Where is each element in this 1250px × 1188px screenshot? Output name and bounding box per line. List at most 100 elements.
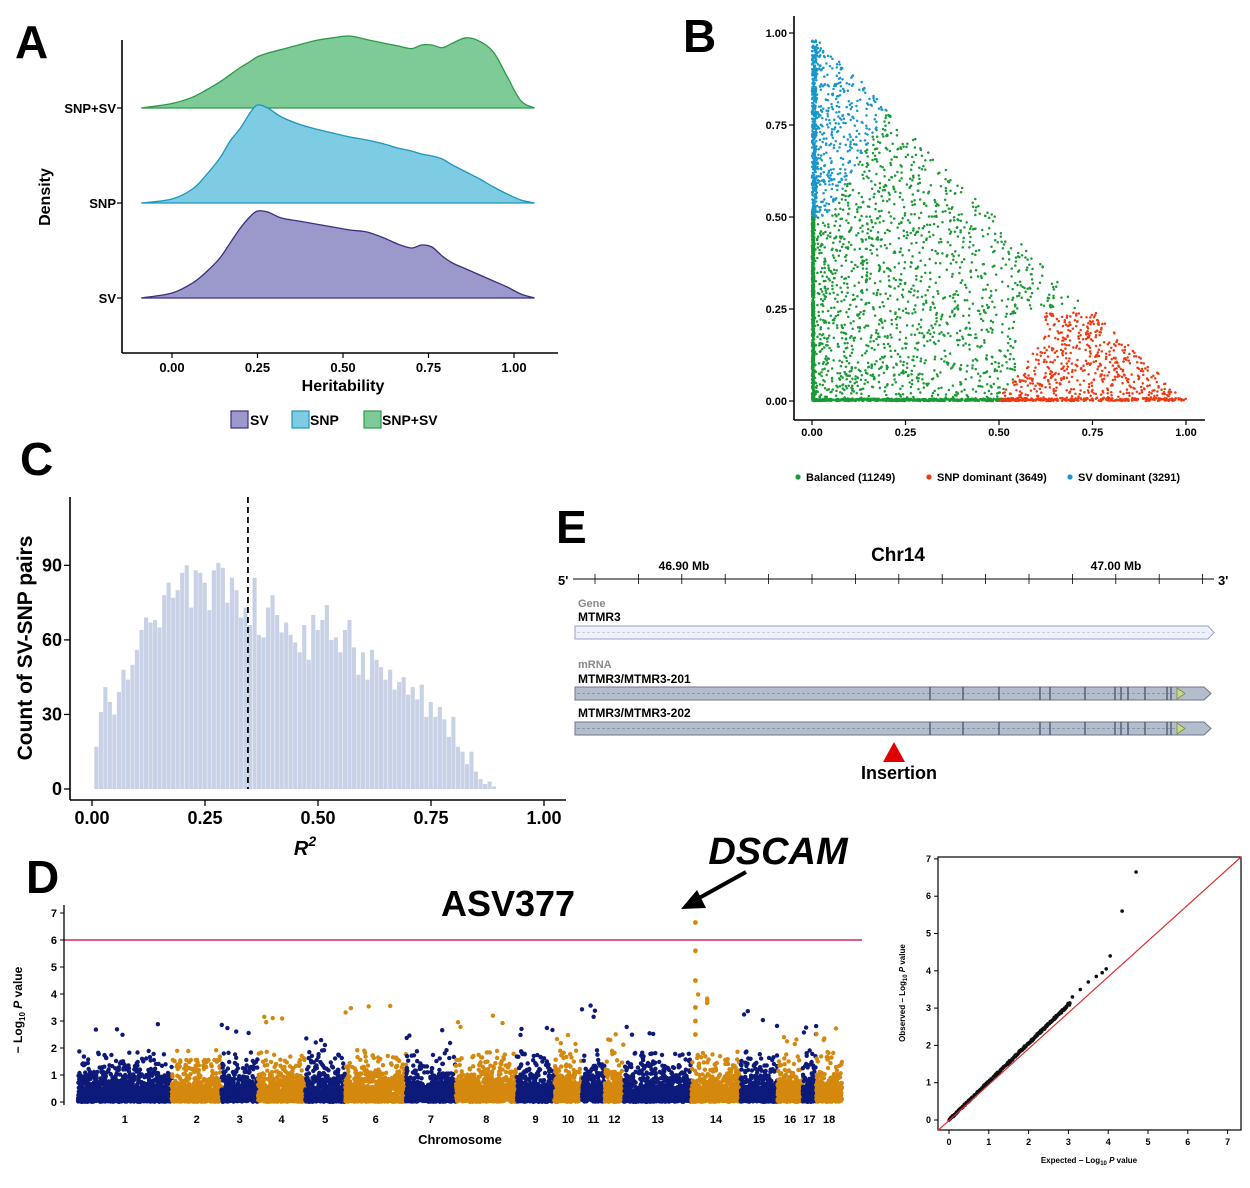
b-point <box>865 372 868 375</box>
b-point <box>819 351 822 354</box>
b-point <box>886 267 889 270</box>
b-point <box>876 160 879 163</box>
b-point <box>962 344 965 347</box>
b-point <box>823 346 826 349</box>
b-point <box>934 201 937 204</box>
b-point <box>1091 390 1094 393</box>
b-point <box>958 339 961 342</box>
b-point <box>1001 323 1004 326</box>
b-point <box>1001 364 1004 367</box>
b-point <box>873 378 876 381</box>
b-point <box>821 275 824 278</box>
b-point <box>929 333 932 336</box>
b-point <box>814 147 817 150</box>
b-point <box>883 175 886 178</box>
manhattan-point <box>82 1054 86 1058</box>
c-bar <box>302 625 306 789</box>
b-point <box>872 306 875 309</box>
b-point <box>1113 349 1116 352</box>
a-x-ticks: 0.00 0.25 0.50 0.75 1.00 <box>159 353 526 375</box>
b-point <box>851 352 854 355</box>
b-point <box>865 281 868 284</box>
b-point <box>814 155 817 158</box>
b-point <box>999 398 1002 401</box>
b-y-ticks: 0.000.250.500.751.00 <box>766 28 794 408</box>
b-point <box>902 364 905 367</box>
b-point <box>858 398 861 401</box>
b-point <box>850 108 853 111</box>
b-point <box>917 380 920 383</box>
b-point <box>1046 323 1049 326</box>
b-point <box>822 50 825 53</box>
b-point <box>940 387 943 390</box>
b-point <box>977 385 980 388</box>
b-point <box>832 88 835 91</box>
b-point <box>903 235 906 238</box>
panel-label-a: A <box>15 16 48 68</box>
b-point <box>866 155 869 158</box>
b-point <box>842 163 845 166</box>
b-point <box>968 291 971 294</box>
b-point <box>839 142 842 145</box>
b-point <box>815 61 818 64</box>
b-point <box>896 226 899 229</box>
b-point <box>838 229 841 232</box>
b-point <box>961 279 964 282</box>
b-point <box>979 399 982 402</box>
b-point <box>949 232 952 235</box>
b-point <box>911 204 914 207</box>
b-point <box>845 311 848 314</box>
c-bar <box>284 623 288 790</box>
b-point <box>833 277 836 280</box>
b-point <box>849 304 852 307</box>
b-point <box>830 271 833 274</box>
b-point <box>969 241 972 244</box>
b-point <box>1056 356 1059 359</box>
b-point <box>862 177 865 180</box>
b-point <box>815 215 818 218</box>
b-point <box>843 324 846 327</box>
b-point <box>917 377 920 380</box>
b-point <box>932 327 935 330</box>
b-point <box>826 123 829 126</box>
b-point <box>837 173 840 176</box>
b-point <box>866 398 869 401</box>
b-point <box>1028 264 1031 267</box>
b-point <box>1067 365 1070 368</box>
b-point <box>1109 361 1112 364</box>
b-point <box>1029 398 1032 401</box>
b-point <box>843 91 846 94</box>
b-point <box>898 223 901 226</box>
b-point <box>816 257 819 260</box>
b-point <box>817 154 820 157</box>
c-x-tick-label: 0.75 <box>413 808 448 828</box>
b-point <box>1055 382 1058 385</box>
figure: A B C D E 0.00 0.25 0.50 0.75 1.00 SVSNPSNP+… <box>0 0 1250 1188</box>
b-point <box>831 380 834 383</box>
b-point <box>1089 350 1092 353</box>
b-point <box>1084 349 1087 352</box>
b-point <box>1032 399 1035 402</box>
b-point <box>1122 360 1125 363</box>
b-point <box>896 323 899 326</box>
b-point <box>850 335 853 338</box>
b-point <box>1007 399 1010 402</box>
b-point <box>1098 355 1101 358</box>
b-point <box>817 148 820 151</box>
b-point <box>811 120 814 123</box>
b-point <box>1121 382 1124 385</box>
b-point <box>1057 320 1060 323</box>
manhattan-point <box>127 1051 131 1055</box>
b-point <box>974 209 977 212</box>
b-point <box>871 238 874 241</box>
b-point <box>898 237 901 240</box>
b-point <box>1032 382 1035 385</box>
b-point <box>840 85 843 88</box>
b-point <box>928 399 931 402</box>
b-point <box>906 367 909 370</box>
b-point <box>866 271 869 274</box>
c-bar <box>216 563 220 789</box>
b-point <box>913 213 916 216</box>
b-point <box>903 267 906 270</box>
b-point <box>899 192 902 195</box>
